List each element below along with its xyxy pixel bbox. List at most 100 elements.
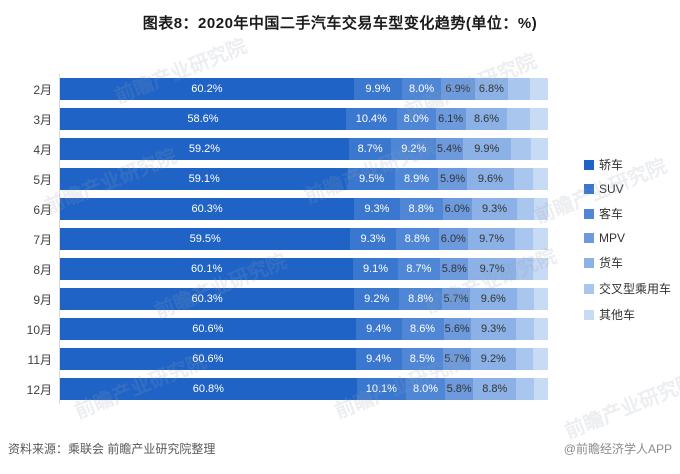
bar-segment: 6.8% bbox=[474, 78, 508, 100]
bar-segment bbox=[533, 288, 548, 310]
category-label: 4月 bbox=[33, 142, 52, 157]
legend-item: MPV bbox=[584, 231, 671, 245]
legend-swatch-icon bbox=[584, 184, 594, 194]
bar-segment bbox=[515, 228, 534, 250]
legend-label: SUV bbox=[599, 182, 624, 196]
category-label: 12月 bbox=[26, 382, 52, 397]
category-label: 2月 bbox=[33, 82, 52, 97]
chart-row: 7月 59.5% 9.3% 8.8% 6.0% 9.7% bbox=[8, 228, 548, 250]
bar-segment: 9.3% bbox=[471, 198, 518, 220]
bar-segment: 9.9% bbox=[353, 78, 403, 100]
legend-swatch-icon bbox=[584, 208, 594, 219]
category-label: 9月 bbox=[33, 292, 52, 307]
bar-segment bbox=[533, 318, 548, 340]
legend-item: SUV bbox=[584, 182, 671, 196]
legend-label: 货车 bbox=[599, 256, 624, 270]
bar-segment: 8.7% bbox=[348, 138, 392, 160]
chart-row: 5月 59.1% 9.5% 8.9% 5.9% 9.6% bbox=[8, 168, 548, 190]
chart-row: 10月 60.6% 9.4% 8.6% 5.6% 9.3% bbox=[8, 318, 548, 340]
bar-segment bbox=[515, 348, 534, 370]
legend: 轿车 SUV 客车 MPV 货车 交叉型乘用车 其他车 bbox=[584, 156, 671, 332]
legend-swatch-icon bbox=[584, 257, 594, 268]
bar-segment bbox=[533, 228, 548, 250]
bar-track: 59.2% 8.7% 9.2% 5.4% 9.9% bbox=[60, 138, 548, 160]
legend-item: 交叉型乘用车 bbox=[584, 280, 671, 297]
bar-segment bbox=[507, 108, 530, 130]
bar-segment bbox=[529, 78, 548, 100]
bar-segment: 9.2% bbox=[391, 138, 437, 160]
category-label: 7月 bbox=[33, 232, 52, 247]
category-label: 11月 bbox=[27, 352, 52, 367]
chart-title: 图表8：2020年中国二手汽车交易车型变化趋势(单位：%) bbox=[142, 15, 538, 32]
bar-segment: 8.0% bbox=[402, 78, 442, 100]
category-label: 8月 bbox=[33, 262, 52, 277]
bar-track: 60.3% 9.2% 8.8% 5.7% 9.6% bbox=[60, 288, 548, 310]
bar-track: 60.1% 9.1% 8.7% 5.8% 9.7% bbox=[60, 258, 548, 280]
bar-segment: 9.2% bbox=[470, 348, 516, 370]
bar-segment: 8.0% bbox=[405, 378, 446, 400]
bar-track: 59.1% 9.5% 8.9% 5.9% 9.6% bbox=[60, 168, 548, 190]
bar-segment bbox=[515, 258, 534, 280]
legend-label: 交叉型乘用车 bbox=[599, 282, 672, 296]
bar-segment: 60.6% bbox=[60, 348, 356, 370]
bar-segment: 8.7% bbox=[397, 258, 441, 280]
bar-track: 60.2% 9.9% 8.0% 6.9% 6.8% bbox=[60, 78, 548, 100]
bar-track: 58.6% 10.4% 8.0% 6.1% 8.6% bbox=[60, 108, 548, 130]
bar-track: 60.6% 9.4% 8.5% 5.7% 9.2% bbox=[60, 348, 548, 370]
bar-segment: 6.0% bbox=[442, 198, 472, 220]
legend-swatch-icon bbox=[584, 233, 594, 243]
bar-segment: 8.5% bbox=[401, 348, 444, 370]
legend-item: 货车 bbox=[584, 254, 671, 271]
bar-segment: 6.9% bbox=[441, 78, 475, 100]
legend-swatch-icon bbox=[584, 309, 594, 320]
bar-segment: 5.8% bbox=[440, 258, 469, 280]
bar-track: 59.5% 9.3% 8.8% 6.0% 9.7% bbox=[60, 228, 548, 250]
bar-segment bbox=[532, 168, 548, 190]
bar-segment: 9.7% bbox=[467, 228, 516, 250]
chart-rows: 2月 60.2% 9.9% 8.0% 6.9% 6.8% 3月 58.6% 10.4% 8.0% 6… bbox=[8, 78, 548, 408]
bar-segment: 6.0% bbox=[438, 228, 468, 250]
bar-segment: 8.8% bbox=[399, 288, 443, 310]
legend-swatch-icon bbox=[584, 159, 594, 170]
bar-segment: 60.1% bbox=[60, 258, 354, 280]
chart-row: 2月 60.2% 9.9% 8.0% 6.9% 6.8% bbox=[8, 78, 548, 100]
legend-item: 其他车 bbox=[584, 306, 671, 323]
bar-segment: 9.3% bbox=[354, 198, 400, 220]
legend-label: MPV bbox=[599, 231, 626, 245]
bar-segment: 9.4% bbox=[355, 318, 402, 340]
bar-segment: 9.1% bbox=[353, 258, 398, 280]
bar-segment: 10.4% bbox=[345, 108, 397, 130]
bar-segment: 8.8% bbox=[399, 198, 443, 220]
source-note: 资料来源：乘联会 前瞻产业研究院整理 bbox=[8, 442, 216, 456]
bar-segment: 9.5% bbox=[348, 168, 395, 190]
bar-segment bbox=[534, 198, 548, 220]
legend-label: 轿车 bbox=[599, 158, 624, 172]
bar-track: 60.6% 9.4% 8.6% 5.6% 9.3% bbox=[60, 318, 548, 340]
bar-segment bbox=[516, 378, 534, 400]
bar-segment bbox=[513, 168, 533, 190]
y-axis-line bbox=[59, 74, 60, 404]
bar-segment bbox=[510, 138, 532, 160]
bar-segment: 9.3% bbox=[350, 228, 396, 250]
bar-segment: 5.6% bbox=[443, 318, 471, 340]
chart-row: 8月 60.1% 9.1% 8.7% 5.8% 9.7% bbox=[8, 258, 548, 280]
bar-segment: 8.8% bbox=[473, 378, 517, 400]
legend-item: 轿车 bbox=[584, 156, 671, 173]
chart-row: 6月 60.3% 9.3% 8.8% 6.0% 9.3% bbox=[8, 198, 548, 220]
bar-segment: 5.7% bbox=[443, 348, 471, 370]
bar-segment: 59.2% bbox=[60, 138, 349, 160]
category-label: 6月 bbox=[33, 202, 52, 217]
bar-segment: 5.4% bbox=[436, 138, 463, 160]
brand-note: @前瞻经济学人APP bbox=[563, 442, 672, 456]
bar-segment: 58.6% bbox=[60, 108, 346, 130]
category-label: 10月 bbox=[26, 322, 52, 337]
bar-segment bbox=[516, 288, 534, 310]
bar-segment: 9.4% bbox=[355, 348, 402, 370]
bar-segment: 9.9% bbox=[462, 138, 511, 160]
watermark-text: 前瞻产业研究院 bbox=[561, 370, 680, 444]
chart-row: 12月 60.8% 10.1% 8.0% 5.8% 8.8% bbox=[8, 378, 548, 400]
category-label: 3月 bbox=[33, 112, 52, 127]
bar-segment bbox=[507, 78, 530, 100]
bar-segment: 9.6% bbox=[469, 288, 517, 310]
